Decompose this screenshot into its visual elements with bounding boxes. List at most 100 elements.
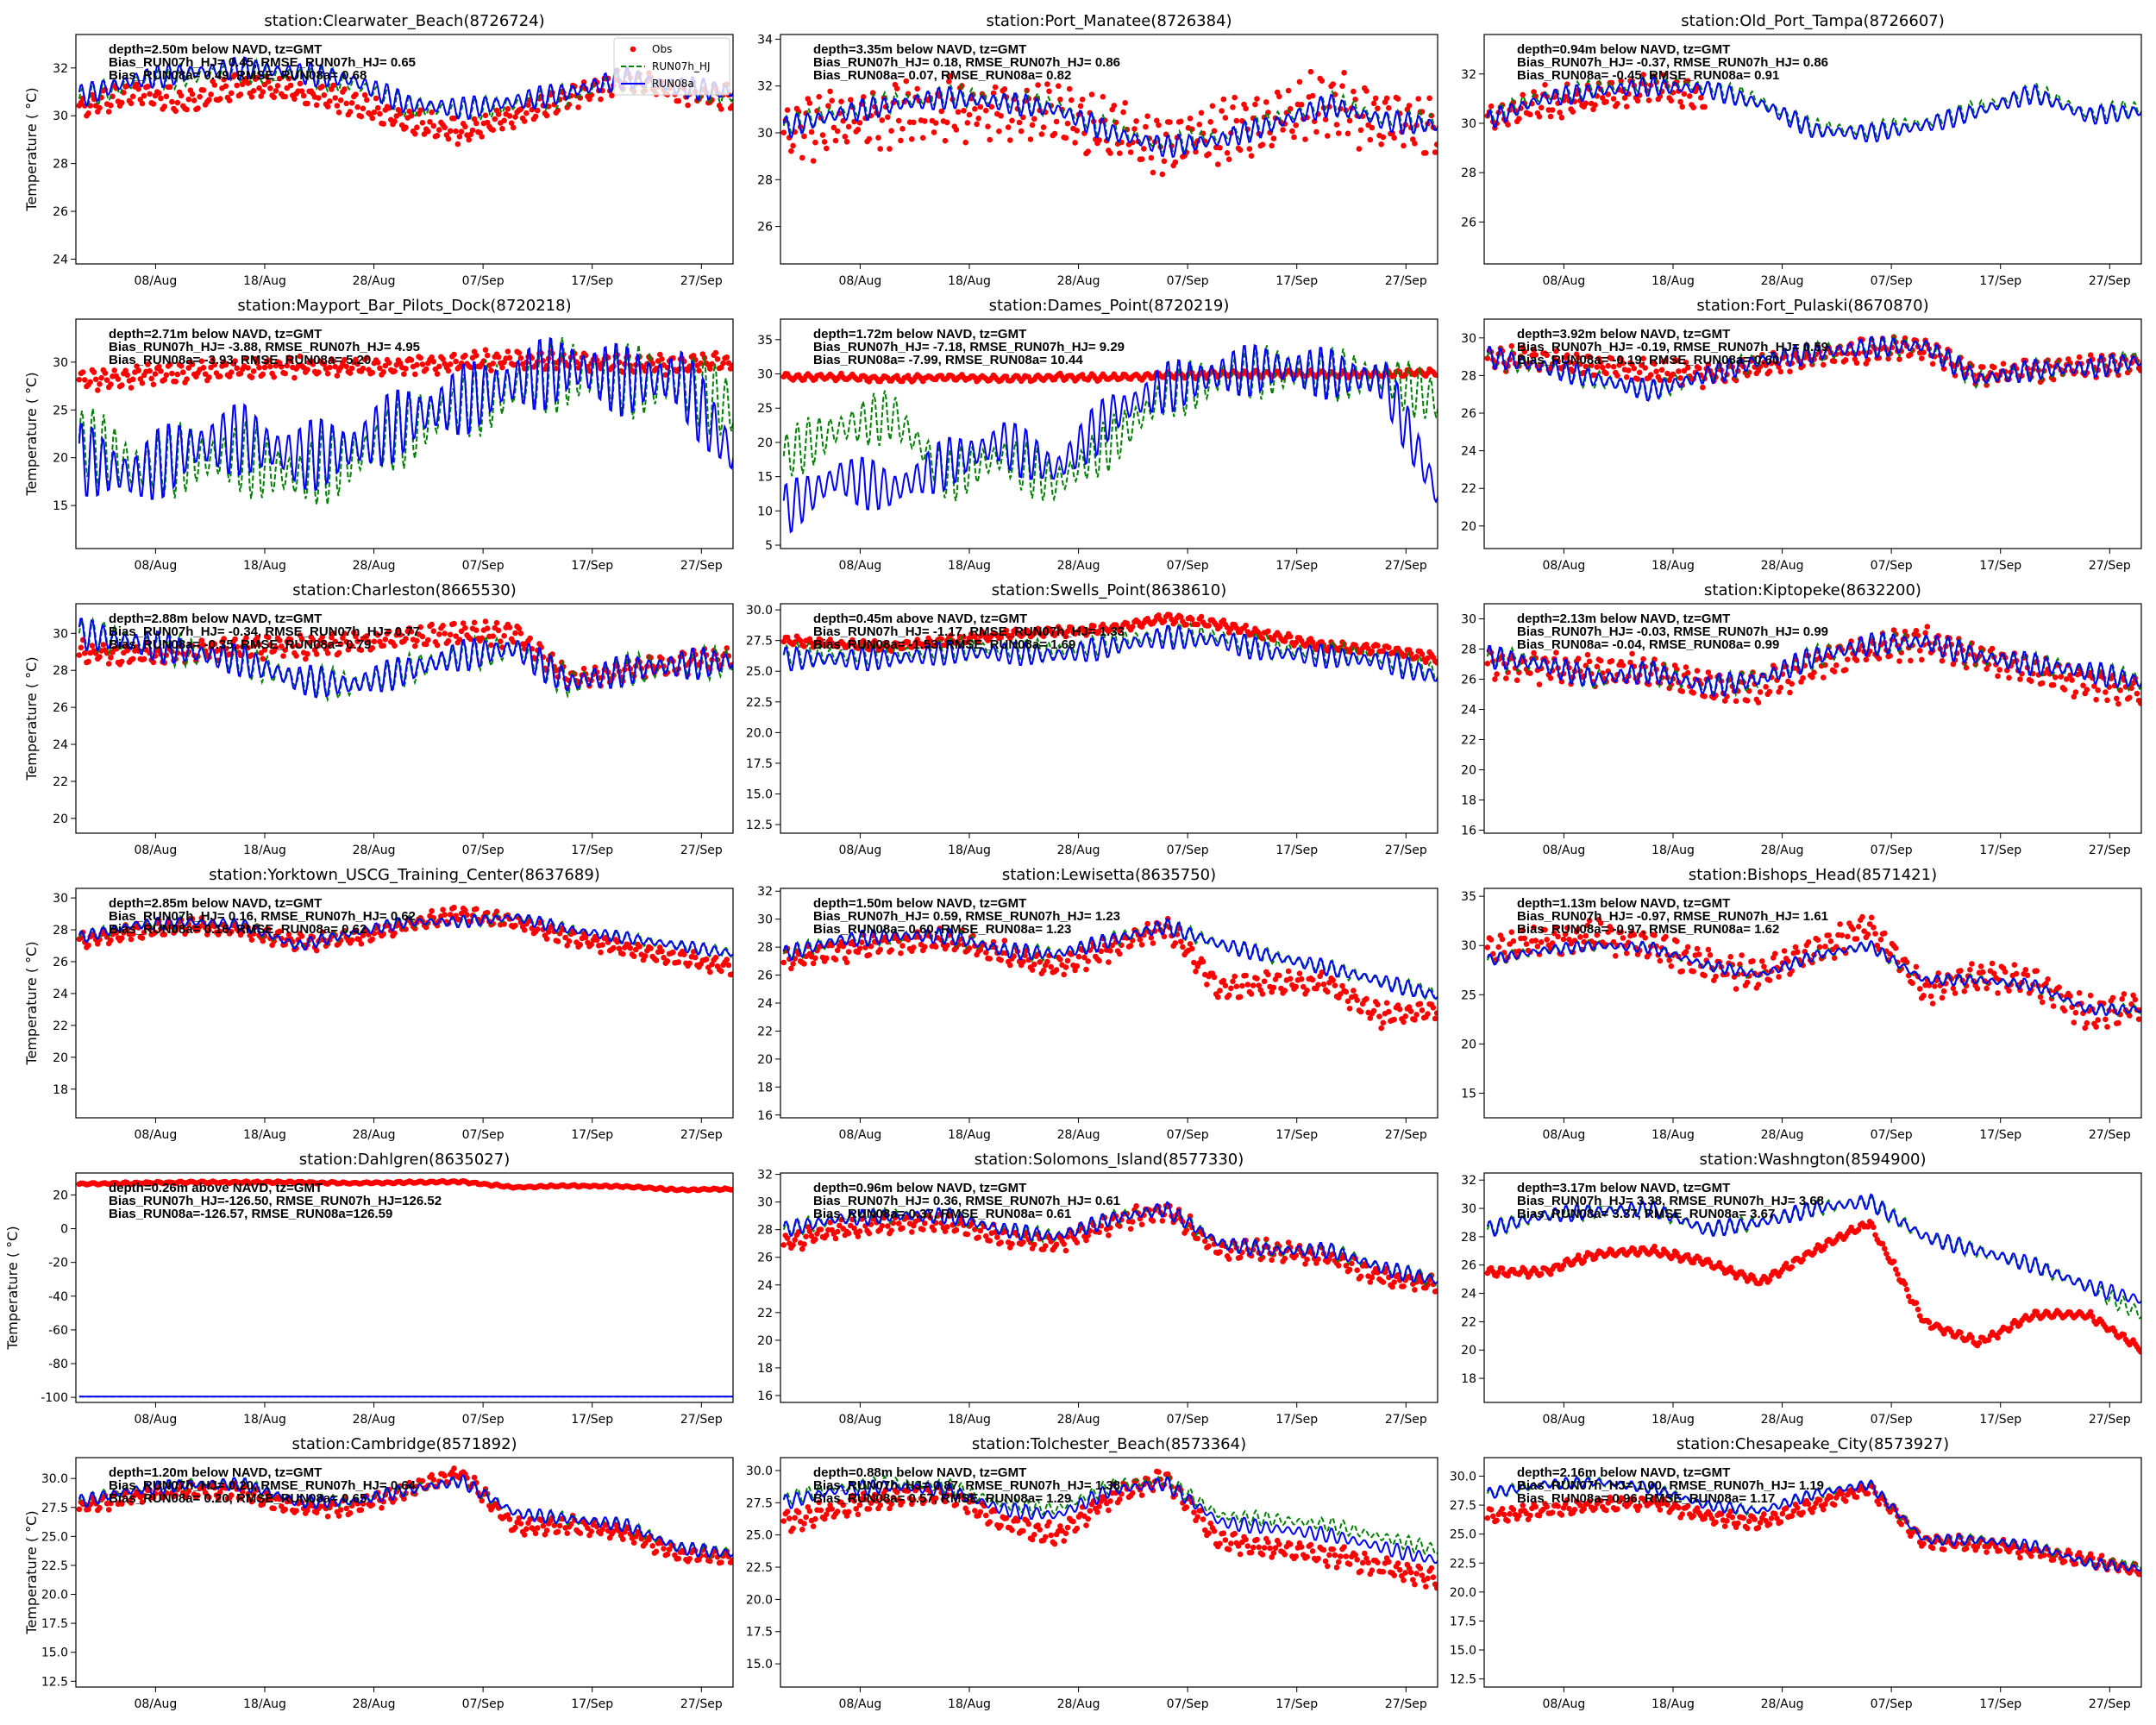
obs-point [85, 110, 91, 116]
obs-point [361, 91, 368, 98]
obs-point [1419, 651, 1426, 657]
obs-point [1882, 930, 1888, 937]
obs-point [490, 361, 496, 367]
obs-point [1098, 948, 1105, 955]
obs-point [1989, 645, 1996, 652]
obs-point [1744, 979, 1751, 986]
obs-point [703, 956, 710, 963]
y-tick-label: 24 [53, 253, 68, 267]
obs-point [1876, 656, 1883, 662]
obs-point [310, 361, 317, 367]
obs-point [89, 643, 96, 649]
obs-point [403, 366, 409, 372]
obs-point [855, 1233, 862, 1239]
obs-point [417, 354, 424, 361]
obs-point [1865, 932, 1871, 938]
obs-point [582, 934, 589, 941]
obs-point [369, 936, 376, 943]
obs-point [436, 631, 442, 637]
obs-point [1597, 657, 1604, 664]
obs-point [1391, 1016, 1397, 1023]
obs-point [1508, 342, 1515, 349]
obs-point [1423, 150, 1429, 156]
obs-point [805, 1224, 812, 1230]
obs-point [222, 361, 229, 368]
obs-point [1064, 957, 1071, 964]
obs-point [821, 139, 828, 145]
obs-point [1130, 1219, 1136, 1225]
obs-point [408, 357, 415, 363]
obs-point [85, 658, 91, 665]
obs-point [458, 129, 465, 135]
obs-point [2056, 984, 2062, 990]
obs-point [1215, 161, 1221, 167]
obs-point [1217, 145, 1223, 151]
subplot-title: station:Mayport_Bar_Pilots_Dock(8720218) [237, 297, 571, 315]
obs-point [1401, 1019, 1407, 1026]
obs-point [1319, 78, 1326, 84]
obs-point [1031, 961, 1037, 968]
obs-point [1363, 88, 1369, 94]
obs-point [95, 387, 101, 393]
obs-point [495, 354, 502, 361]
obs-point [784, 1235, 791, 1241]
obs-point [879, 117, 886, 123]
obs-point [414, 124, 420, 130]
obs-point [78, 644, 85, 651]
obs-point [1733, 377, 1739, 384]
obs-point [1647, 372, 1654, 378]
obs-point [516, 349, 523, 356]
obs-point [899, 126, 906, 132]
axes-frame [1483, 888, 2142, 1119]
obs-point [931, 1227, 937, 1233]
obs-point [729, 362, 733, 369]
obs-point [76, 376, 83, 383]
y-tick-label: 18 [1461, 794, 1476, 808]
obs-point [274, 83, 281, 89]
obs-point [184, 926, 190, 933]
obs-point [469, 127, 476, 134]
x-tick-label: 27/Sep [1385, 844, 1427, 857]
obs-point [555, 938, 561, 944]
obs-point [792, 1237, 798, 1243]
obs-point [1683, 949, 1689, 955]
obs-point [2050, 681, 2057, 688]
obs-point [243, 75, 249, 82]
obs-point [707, 969, 713, 975]
obs-point [888, 947, 894, 953]
obs-point [1674, 938, 1680, 944]
obs-point [166, 361, 173, 367]
obs-point [392, 930, 398, 937]
y-tick-label: 32 [757, 80, 773, 94]
obs-point [919, 135, 926, 141]
obs-point [1542, 926, 1548, 933]
obs-point [1407, 650, 1414, 657]
obs-point [642, 953, 649, 959]
x-tick-label: 07/Sep [1871, 844, 1913, 857]
obs-point [348, 365, 355, 372]
obs-point [221, 76, 227, 83]
x-tick-label: 07/Sep [462, 559, 505, 573]
obs-point [1833, 662, 1839, 668]
stats-annotation: Bias_RUN08a= -7.99, RMSE_RUN08a= 10.44 [813, 353, 1083, 367]
obs-point [1009, 1240, 1015, 1247]
obs-point [1995, 673, 2001, 680]
y-tick-label: 5 [765, 539, 773, 553]
obs-point [358, 941, 365, 947]
obs-point [290, 643, 296, 649]
obs-point [397, 631, 404, 638]
obs-point [226, 373, 233, 380]
obs-point [1702, 693, 1708, 699]
obs-point [261, 364, 268, 371]
obs-point [827, 88, 833, 95]
run08-line [1486, 76, 2141, 143]
obs-point [685, 367, 691, 374]
obs-point [1631, 932, 1638, 938]
obs-point [1538, 104, 1545, 111]
obs-point [1499, 936, 1506, 943]
plot-area [780, 915, 1438, 1032]
obs-point [1193, 969, 1199, 975]
obs-point [1130, 624, 1136, 630]
y-tick-label: 22 [1461, 734, 1476, 748]
obs-point [1351, 88, 1357, 95]
